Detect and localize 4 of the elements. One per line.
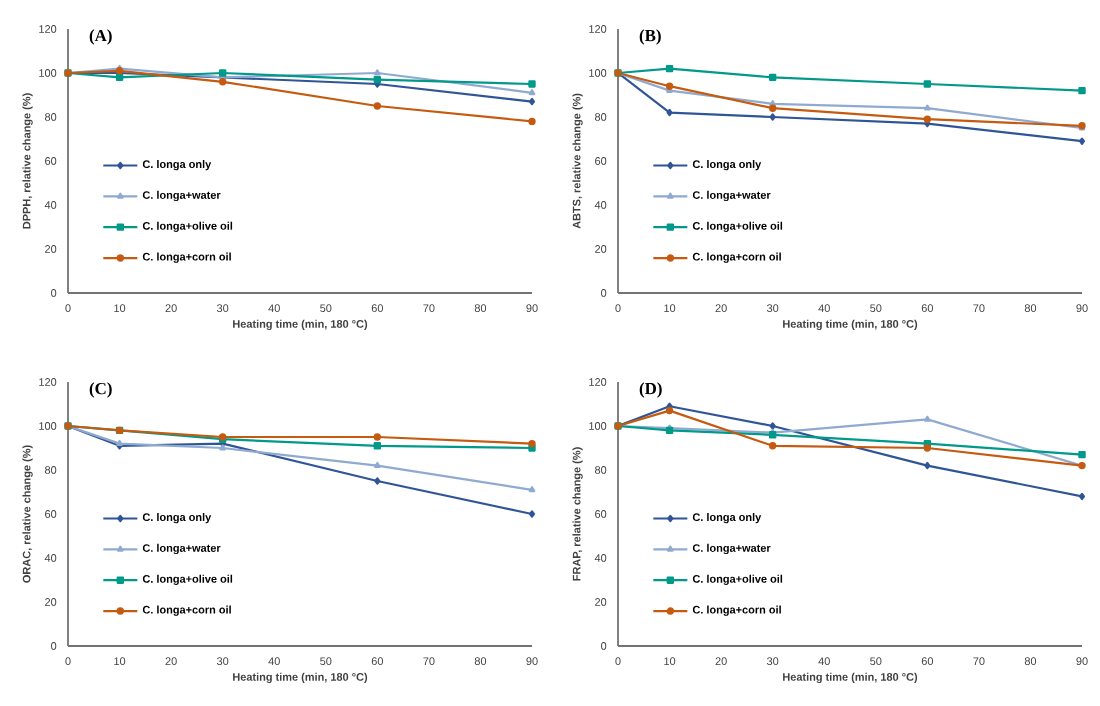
chart-title: (B) — [639, 29, 661, 45]
chart-title: (C) — [89, 382, 112, 398]
chart-title: (D) — [639, 382, 662, 398]
chart-title: (A) — [89, 29, 112, 45]
